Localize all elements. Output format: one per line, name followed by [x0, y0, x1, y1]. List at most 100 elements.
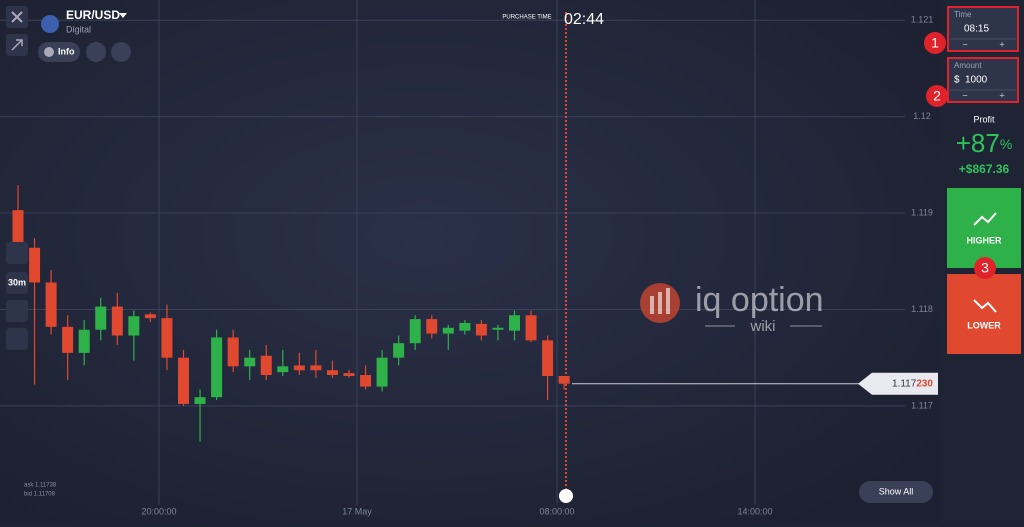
price-tail: 230 — [916, 378, 933, 389]
candle-body — [542, 340, 554, 376]
candle-body — [393, 343, 405, 358]
logo-bar — [658, 292, 662, 314]
profit-part: % — [1000, 136, 1012, 152]
profit-pct: +87% — [956, 128, 1013, 158]
candle-body — [111, 306, 123, 336]
bid: bid 1.11708 — [24, 492, 56, 498]
tool-draw[interactable] — [6, 300, 28, 322]
tool-candles[interactable] — [6, 242, 28, 264]
candle-body — [144, 314, 156, 319]
asset-kind: Digital — [66, 24, 91, 34]
y-tick-label: 1.12 — [913, 111, 931, 121]
timeframe: 30m — [8, 277, 26, 287]
purchase-label: PURCHASE TIME — [502, 15, 551, 21]
annotation-circle — [974, 257, 996, 279]
candle-body — [78, 329, 90, 353]
annotation: 1 — [931, 35, 939, 51]
show-all: Show All — [879, 486, 914, 496]
info-label: Info — [58, 46, 75, 56]
x-tick-label: 14:00:00 — [737, 506, 772, 516]
y-tick-label: 1.118 — [911, 304, 933, 314]
candle-body — [293, 365, 305, 371]
higher-btn[interactable] — [947, 188, 1021, 268]
candle-body — [128, 316, 140, 336]
ask: ask 1.11738 — [24, 483, 57, 489]
candle-body — [326, 370, 338, 376]
x-tick-label: 20:00:00 — [141, 506, 176, 516]
candle-body — [360, 375, 372, 387]
higher-label: HIGHER — [966, 235, 1002, 245]
star-btn[interactable] — [111, 42, 131, 62]
annotation: 3 — [981, 260, 989, 276]
candle-body — [277, 366, 289, 373]
annotation-circle — [924, 32, 946, 54]
candle-body — [62, 326, 74, 353]
y-tick-label: 1.119 — [911, 207, 933, 217]
candle-body — [178, 357, 189, 404]
candle-body — [409, 319, 421, 344]
y-tick-label: 1.121 — [911, 15, 934, 25]
flag — [41, 15, 59, 33]
input-box[interactable] — [947, 6, 1019, 52]
show-all-btn[interactable] — [859, 481, 933, 503]
price-tag — [858, 372, 938, 395]
candle-body — [211, 337, 223, 398]
candle-body — [475, 323, 487, 336]
candle-body — [244, 357, 256, 367]
candle-body — [442, 327, 454, 334]
higher-icon — [973, 212, 997, 226]
profit-amount: +$867.36 — [959, 162, 1010, 176]
candle-body — [227, 337, 239, 367]
candle-body — [310, 365, 322, 371]
timer-icon — [559, 489, 573, 503]
dropdown[interactable] — [119, 13, 127, 18]
chart-bg — [0, 0, 940, 522]
x-tick-label: 08:00:00 — [539, 506, 574, 516]
tool-tf[interactable] — [6, 272, 28, 294]
candle-body — [260, 355, 272, 376]
annotation: 2 — [933, 88, 941, 104]
currency: $ — [954, 75, 960, 86]
tool-indicators[interactable] — [6, 328, 28, 350]
collapse-icon — [11, 39, 23, 51]
input-box[interactable] — [947, 57, 1019, 103]
candle-body — [12, 210, 24, 248]
candle-body — [343, 373, 355, 376]
input-value: 1000 — [965, 75, 988, 86]
lower-label: LOWER — [967, 320, 1001, 330]
logo-bar — [666, 288, 670, 314]
plus-btn[interactable]: + — [999, 39, 1004, 49]
x-tick-label: 17 May — [342, 506, 372, 516]
lower-icon — [973, 299, 997, 313]
price-main: 1.117 — [892, 378, 917, 389]
candle-body — [492, 327, 504, 330]
candle-body — [161, 318, 173, 358]
info-dot — [44, 47, 54, 57]
asset-name: EUR/USD — [66, 8, 120, 22]
candle-body — [29, 247, 41, 283]
y-tick-label: 1.117 — [911, 400, 933, 410]
lower-btn[interactable] — [947, 274, 1021, 354]
plus-btn[interactable]: + — [999, 90, 1004, 100]
close-x — [11, 11, 23, 23]
candle-body — [459, 322, 471, 331]
bell-btn[interactable] — [86, 42, 106, 62]
input-label: Time — [954, 10, 972, 19]
candle-body — [45, 282, 57, 327]
candle-body — [558, 375, 570, 384]
watermark-sub: wiki — [750, 318, 776, 335]
candle-body — [95, 306, 107, 330]
minus-btn[interactable]: − — [962, 39, 967, 49]
info-btn[interactable] — [38, 42, 80, 62]
annotation-circle — [926, 85, 948, 107]
profit-label: Profit — [973, 114, 995, 124]
candle-body — [525, 315, 537, 341]
logo-bar — [650, 296, 654, 314]
minus-btn[interactable]: − — [962, 90, 967, 100]
candle-body — [194, 397, 206, 404]
candle-body — [426, 319, 438, 334]
candle-body — [509, 315, 520, 331]
purchase-time: 02:44 — [564, 11, 604, 28]
watermark: iq option — [695, 281, 824, 319]
